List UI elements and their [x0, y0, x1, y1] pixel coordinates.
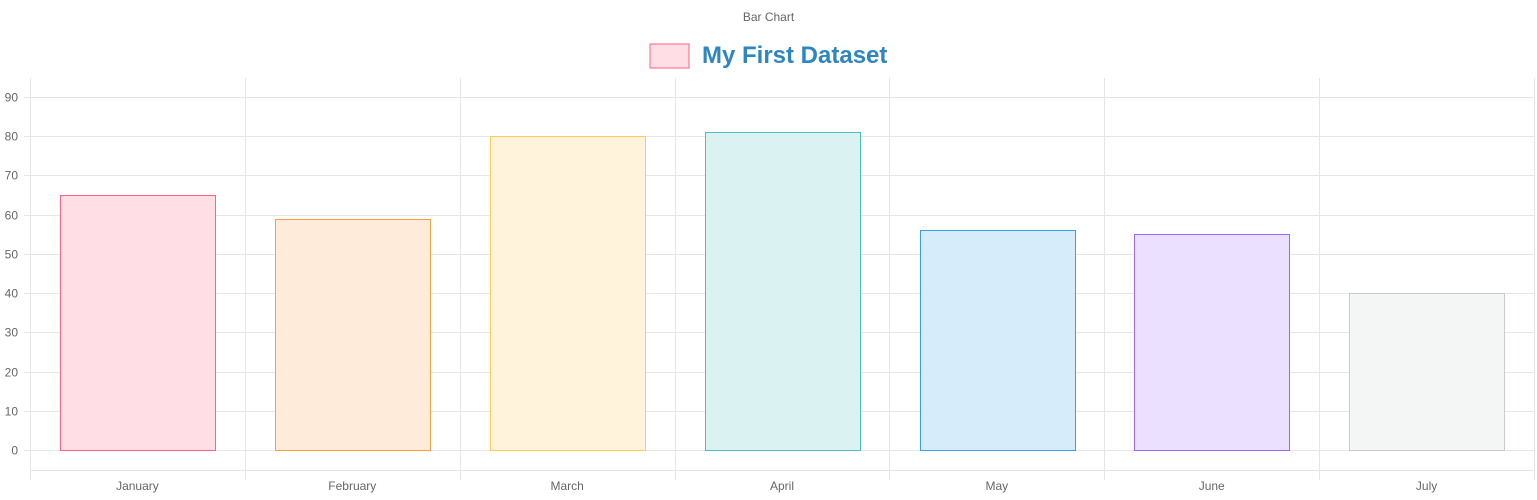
x-tick-label: April	[770, 479, 794, 493]
y-tick-label: 50	[5, 248, 19, 262]
y-axis: 0 10 20 30 40 50 60 70 80 90	[5, 91, 19, 458]
x-tick-label: June	[1199, 479, 1225, 493]
bars	[60, 132, 1505, 451]
bar-february[interactable]	[275, 219, 431, 451]
bar-may[interactable]	[920, 230, 1076, 451]
y-tick-label: 80	[5, 130, 19, 144]
y-tick-label: 0	[11, 444, 18, 458]
bar-january[interactable]	[60, 195, 216, 451]
y-tick-label: 70	[5, 169, 19, 183]
legend[interactable]: My First Dataset	[649, 42, 887, 69]
x-tick-label: January	[116, 479, 159, 493]
legend-swatch	[649, 43, 690, 69]
bar-july[interactable]	[1349, 293, 1505, 451]
x-tick-label: July	[1416, 479, 1437, 493]
chart-title: Bar Chart	[743, 10, 795, 24]
x-tick-label: February	[328, 479, 376, 493]
y-tick-label: 30	[5, 326, 19, 340]
y-tick-label: 10	[5, 405, 19, 419]
x-tick-label: March	[550, 479, 583, 493]
x-axis: January February March April May June July	[116, 479, 1437, 493]
bar-march[interactable]	[490, 136, 646, 451]
legend-label: My First Dataset	[702, 42, 887, 69]
y-tick-label: 40	[5, 287, 19, 301]
y-tick-label: 60	[5, 209, 19, 223]
x-tick-label: May	[986, 479, 1009, 493]
y-tick-label: 90	[5, 91, 19, 105]
bar-april[interactable]	[705, 132, 861, 451]
bar-june[interactable]	[1134, 234, 1290, 451]
y-tick-label: 20	[5, 366, 19, 380]
